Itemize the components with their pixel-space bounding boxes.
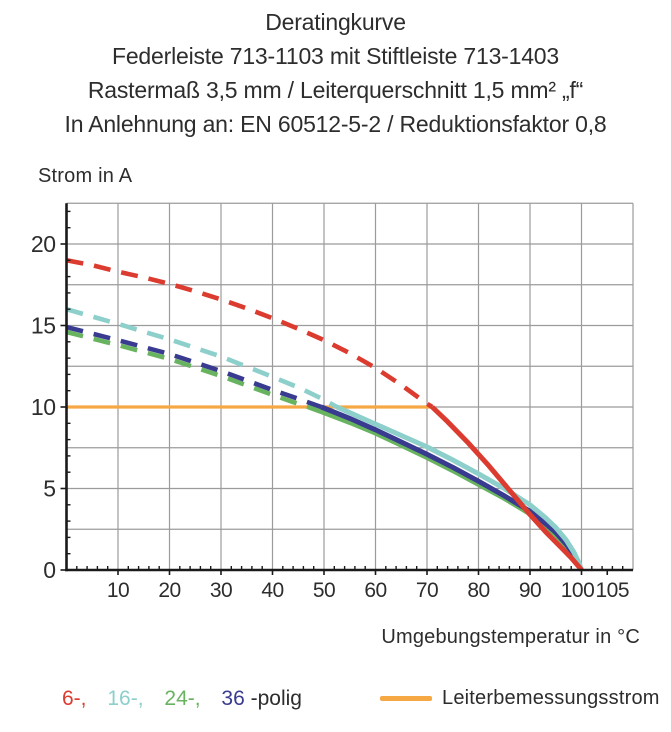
svg-text:40: 40 [261, 579, 283, 602]
chart-subtitle-standard: In Anlehnung an: EN 60512-5-2 / Reduktio… [64, 111, 607, 137]
chart-subtitle-parts: Federleiste 713-1103 mit Stiftleiste 713… [111, 43, 559, 69]
legend-item-24polig: 24-, [164, 687, 201, 710]
pole-count-legend: 6-, 16-, 24-, 36 -polig [62, 687, 302, 711]
rated-current-legend: Leiterbemessungsstrom [380, 687, 660, 710]
svg-text:105: 105 [595, 579, 629, 602]
svg-text:70: 70 [416, 579, 438, 602]
svg-text:50: 50 [313, 579, 335, 602]
axes [60, 203, 633, 575]
y-axis-title: Strom in A [38, 165, 133, 187]
svg-text:80: 80 [467, 579, 489, 602]
svg-text:10: 10 [107, 579, 129, 602]
rated-current-line-swatch [380, 696, 432, 701]
legend-item-16polig: 16-, [107, 687, 144, 710]
svg-text:10: 10 [31, 394, 56, 420]
svg-text:30: 30 [210, 579, 232, 602]
chart-title-block: Deratingkurve Federleiste 713-1103 mit S… [0, 5, 671, 141]
svg-text:20: 20 [31, 231, 56, 257]
legend-item-36polig: 36 [221, 687, 245, 710]
grid [66, 202, 634, 570]
legend-item-6polig: 6-, [62, 687, 87, 710]
tick-labels: 10 20 30 40 50 60 70 80 90 100 105 0 5 10 15 20 [31, 231, 630, 602]
curves [65, 258, 584, 572]
derating-chart: 10 20 30 40 50 60 70 80 90 100 105 0 5 10 15 20 [31, 202, 634, 602]
chart-subtitle-pitch: Rastermaß 3,5 mm / Leiterquerschnitt 1,5… [87, 77, 584, 103]
legend-item-polig-suffix: -polig [250, 687, 302, 710]
svg-text:90: 90 [519, 579, 541, 602]
svg-text:5: 5 [43, 476, 55, 502]
svg-text:0: 0 [43, 557, 55, 583]
x-axis-title: Umgebungstemperatur in °C [381, 626, 640, 648]
chart-title: Deratingkurve [265, 9, 406, 35]
rated-current-label: Leiterbemessungsstrom [442, 687, 660, 709]
svg-text:20: 20 [158, 579, 180, 602]
svg-text:60: 60 [364, 579, 386, 602]
svg-text:15: 15 [31, 313, 56, 339]
svg-text:100: 100 [561, 579, 595, 602]
